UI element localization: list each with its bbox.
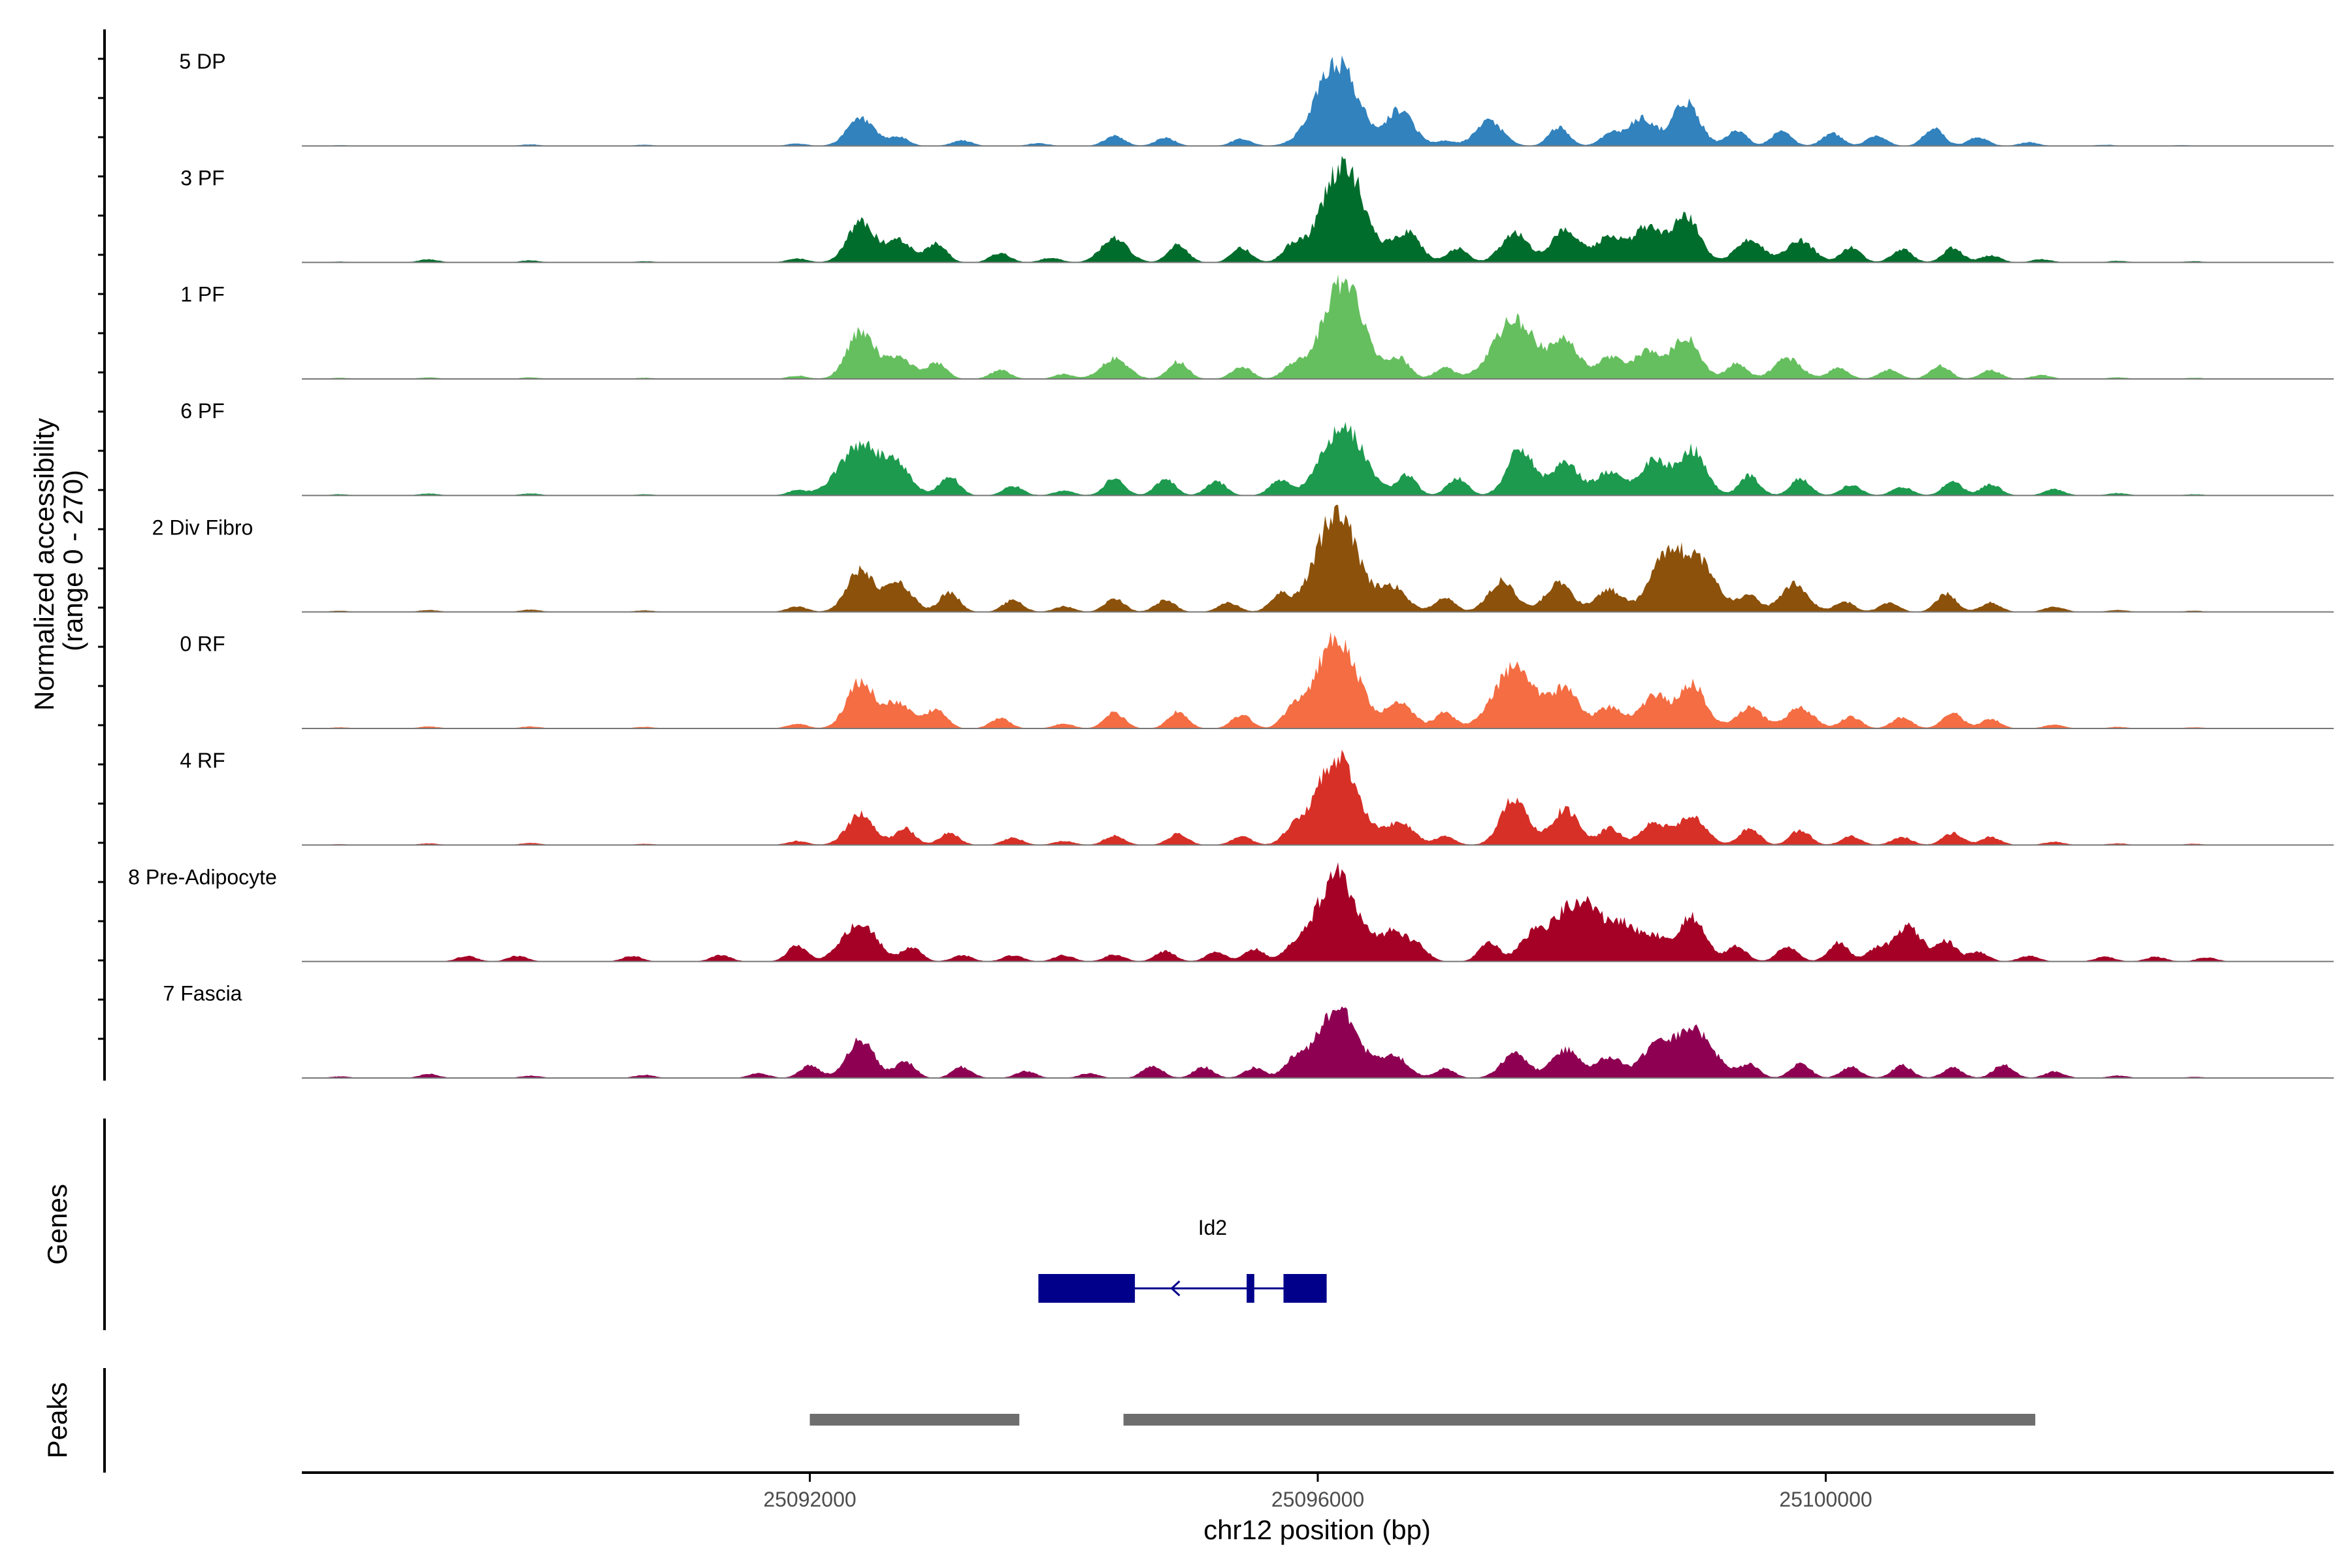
track-label: 0 RF xyxy=(180,632,225,656)
peak-region-bar xyxy=(810,1414,1020,1426)
x-tick-label: 25100000 xyxy=(1779,1488,1872,1511)
coverage-area-track-5 xyxy=(302,505,2334,612)
gene-exon xyxy=(1284,1274,1327,1303)
x-axis-ticks: 25092000 25096000 25100000 xyxy=(763,1473,1872,1511)
coverage-area-track-9 xyxy=(302,1006,2334,1078)
peak-region-bar xyxy=(1124,1414,2036,1426)
coverage-plot: Normalized accessibility (range 0 - 270)… xyxy=(0,0,2352,1568)
gene-name-label: Id2 xyxy=(1198,1216,1227,1239)
coverage-y-axis-title: Normalized accessibility (range 0 - 270) xyxy=(29,410,88,711)
track-label: 1 PF xyxy=(180,283,225,306)
genes-panel-label: Genes xyxy=(42,1184,73,1265)
coverage-area-track-2 xyxy=(302,156,2334,263)
coverage-area-track-3 xyxy=(302,274,2334,379)
x-axis-title: chr12 position (bp) xyxy=(1203,1514,1431,1545)
coverage-area-track-6 xyxy=(302,632,2334,728)
track-label: 8 Pre-Adipocyte xyxy=(128,865,277,889)
x-tick-label: 25092000 xyxy=(763,1488,856,1511)
x-tick-label: 25096000 xyxy=(1271,1488,1364,1511)
track-label: 2 Div Fibro xyxy=(152,515,253,539)
track-label: 5 DP xyxy=(179,50,225,73)
track-label: 7 Fascia xyxy=(163,982,242,1005)
gene-track: Id2 xyxy=(1038,1216,1326,1303)
gene-exon xyxy=(1038,1274,1135,1303)
track-label: 4 RF xyxy=(180,749,225,772)
track-label: 3 PF xyxy=(180,166,225,189)
y-title-line1: Normalized accessibility xyxy=(29,418,59,711)
peak-regions xyxy=(810,1414,2036,1426)
coverage-area-track-4 xyxy=(302,422,2334,496)
coverage-area-track-1 xyxy=(302,56,2334,146)
gene-exon xyxy=(1247,1274,1254,1303)
coverage-area-track-8 xyxy=(302,862,2334,962)
y-title-line2: (range 0 - 270) xyxy=(57,470,88,651)
track-label: 6 PF xyxy=(180,399,225,423)
peaks-panel-label: Peaks xyxy=(42,1382,73,1459)
coverage-tracks: 5 DP 3 PF 1 PF 6 PF 2 Div Fibro 0 RF 4 RF 8 Pre… xyxy=(128,50,2334,1078)
coverage-area-track-7 xyxy=(302,750,2334,845)
